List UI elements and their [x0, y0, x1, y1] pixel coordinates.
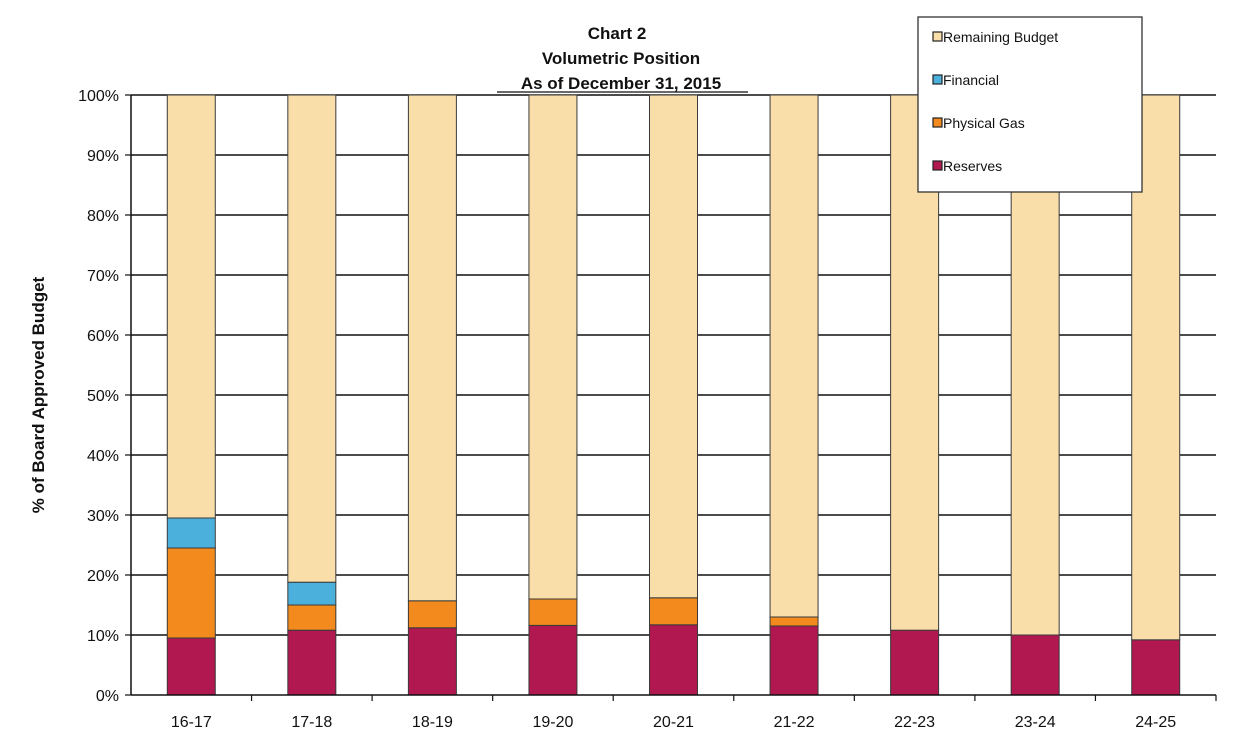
bar-segment: [287, 629, 337, 696]
bar-segment: [649, 94, 698, 599]
bar-segment: [769, 625, 819, 696]
bar-segment: [407, 94, 457, 602]
x-tick-label: 18-19: [412, 714, 453, 731]
y-tick-label: 0%: [96, 688, 119, 705]
y-tick-label: 90%: [87, 148, 119, 165]
bar-segment: [528, 598, 578, 626]
x-tick-label: 20-21: [653, 714, 694, 731]
x-tick-label: 23-24: [1015, 714, 1056, 731]
legend-swatch: [932, 74, 943, 85]
bar-segment: [166, 637, 216, 696]
legend-label: Financial: [943, 72, 999, 88]
chart-subtitle-line-1: Volumetric Position: [542, 49, 700, 68]
bar-segment: [166, 517, 216, 549]
y-tick-label: 10%: [87, 628, 119, 645]
y-tick-label: 40%: [87, 448, 119, 465]
x-tick-labels: 16-17 17-18 18-19 19-20 20-21 21-22 22-23 23-24…: [171, 714, 1176, 731]
x-tick-label: 16-17: [171, 714, 212, 731]
bar-segment: [407, 600, 457, 629]
bar-segment: [769, 616, 819, 627]
bar-segment: [166, 547, 216, 639]
bar-segment: [649, 597, 698, 626]
bar-segment: [769, 94, 819, 618]
bar-segment: [287, 581, 337, 606]
bar-segment: [890, 629, 940, 696]
x-tick-label: 21-22: [774, 714, 815, 731]
y-tick-label: 20%: [87, 568, 119, 585]
legend-swatch: [932, 160, 943, 171]
y-tick-label: 70%: [87, 268, 119, 285]
y-tick-labels: 0% 10% 20% 30% 40% 50% 60% 70% 80% 90% 100%: [78, 88, 119, 705]
legend: Remaining Budget Financial Physical Gas Res…: [917, 16, 1143, 193]
chart-subtitle-line-2: As of December 31, 2015: [521, 74, 721, 93]
legend-box: [917, 16, 1143, 193]
bar-segment: [528, 94, 578, 600]
bar-segment: [528, 624, 578, 696]
legend-label: Remaining Budget: [943, 29, 1058, 45]
bar-segment: [649, 624, 698, 696]
legend-label: Physical Gas: [943, 115, 1025, 131]
chart-title: Chart 2: [588, 24, 647, 43]
legend-swatch: [932, 117, 943, 128]
y-tick-label: 60%: [87, 328, 119, 345]
axes: [130, 95, 1217, 701]
bar-segment: [287, 604, 337, 631]
bar-segment: [1131, 639, 1181, 696]
x-tick-label: 19-20: [532, 714, 573, 731]
x-tick-label: 17-18: [291, 714, 332, 731]
bar-segment: [166, 94, 216, 519]
bar-segment: [1010, 634, 1060, 696]
bar-segment: [287, 94, 337, 583]
legend-swatch: [932, 31, 943, 42]
bar-segment: [407, 627, 457, 696]
y-tick-label: 50%: [87, 388, 119, 405]
y-tick-label: 80%: [87, 208, 119, 225]
x-tick-label: 24-25: [1135, 714, 1176, 731]
y-axis-label: % of Board Approved Budget: [29, 276, 48, 513]
x-tick-label: 22-23: [894, 714, 935, 731]
y-tick-label: 100%: [78, 88, 119, 105]
bars: [166, 94, 1181, 696]
y-tick-label: 30%: [87, 508, 119, 525]
legend-label: Reserves: [943, 158, 1002, 174]
